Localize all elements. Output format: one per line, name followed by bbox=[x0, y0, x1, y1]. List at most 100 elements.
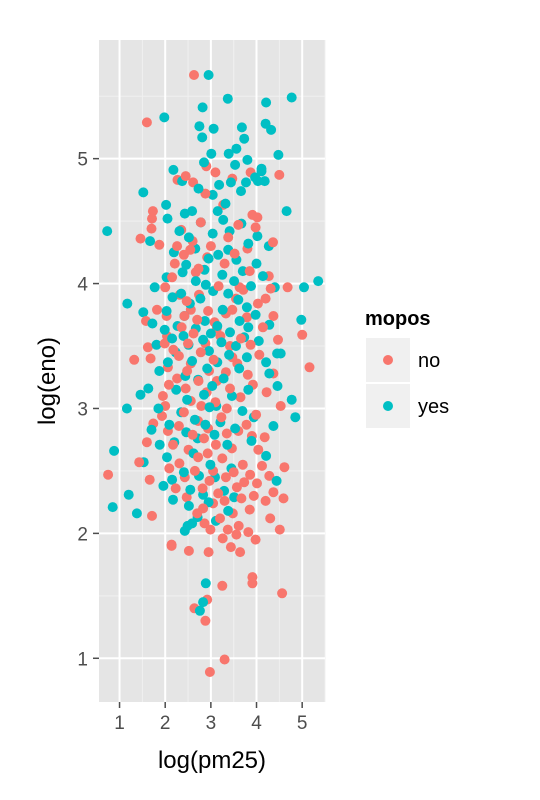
point-yes bbox=[161, 306, 172, 316]
point-yes bbox=[138, 307, 149, 318]
point-yes bbox=[223, 505, 234, 516]
point-yes bbox=[145, 236, 156, 247]
point-no bbox=[147, 510, 157, 521]
point-yes bbox=[261, 450, 272, 461]
point-no bbox=[135, 233, 146, 244]
point-no bbox=[145, 353, 156, 364]
point-yes bbox=[199, 389, 209, 400]
point-no bbox=[233, 520, 244, 531]
point-yes bbox=[122, 298, 133, 309]
point-no bbox=[200, 615, 211, 626]
point-yes bbox=[212, 321, 223, 331]
point-yes bbox=[220, 198, 231, 209]
point-yes bbox=[174, 226, 185, 237]
point-no bbox=[205, 524, 216, 535]
point-no bbox=[103, 469, 114, 480]
point-no bbox=[147, 206, 158, 217]
point-no bbox=[268, 311, 279, 321]
point-no bbox=[282, 282, 293, 293]
point-yes bbox=[181, 259, 192, 270]
point-yes bbox=[176, 288, 187, 299]
point-yes bbox=[261, 357, 272, 368]
point-yes bbox=[162, 452, 172, 463]
legend-items: no yes bbox=[366, 338, 449, 428]
point-yes bbox=[204, 346, 214, 356]
point-no bbox=[147, 213, 157, 224]
point-no bbox=[279, 462, 290, 473]
point-yes bbox=[185, 484, 196, 495]
point-yes bbox=[171, 384, 182, 395]
point-no bbox=[204, 667, 215, 677]
y-axis-title: log(eno) bbox=[34, 337, 61, 425]
point-no bbox=[252, 478, 262, 489]
point-yes bbox=[200, 279, 211, 290]
x-tick-label: 3 bbox=[206, 713, 217, 734]
point-no bbox=[260, 495, 271, 506]
point-yes bbox=[231, 341, 241, 351]
x-tick-label: 1 bbox=[114, 713, 125, 734]
point-yes bbox=[135, 389, 146, 400]
point-no bbox=[225, 542, 236, 553]
point-yes bbox=[237, 406, 248, 416]
point-no bbox=[178, 407, 189, 418]
point-yes bbox=[252, 231, 263, 242]
point-yes bbox=[251, 258, 262, 269]
point-yes bbox=[195, 293, 206, 304]
point-no bbox=[202, 448, 213, 459]
point-yes bbox=[158, 480, 169, 491]
point-no bbox=[181, 296, 192, 307]
point-yes bbox=[281, 206, 292, 217]
point-no bbox=[228, 467, 239, 478]
point-no bbox=[221, 403, 232, 414]
point-yes bbox=[264, 368, 275, 379]
point-no bbox=[198, 503, 209, 514]
point-no bbox=[157, 411, 167, 421]
point-yes bbox=[200, 419, 211, 430]
point-yes bbox=[214, 179, 225, 190]
x-tick-label: 2 bbox=[160, 713, 171, 734]
point-no bbox=[264, 470, 275, 481]
point-yes bbox=[250, 172, 261, 183]
point-yes bbox=[242, 154, 253, 165]
point-no bbox=[152, 304, 162, 315]
point-yes bbox=[204, 402, 215, 413]
point-no bbox=[243, 527, 254, 538]
point-yes bbox=[207, 381, 218, 391]
point-yes bbox=[207, 228, 218, 239]
point-yes bbox=[241, 352, 252, 363]
point-no bbox=[168, 439, 178, 450]
point-no bbox=[146, 223, 157, 234]
legend-symbol-yes bbox=[383, 401, 393, 411]
point-no bbox=[195, 347, 206, 358]
point-no bbox=[142, 342, 153, 353]
point-yes bbox=[178, 467, 189, 478]
point-yes bbox=[151, 339, 162, 350]
point-yes bbox=[241, 177, 251, 188]
point-no bbox=[229, 248, 240, 259]
point-yes bbox=[202, 363, 213, 374]
point-yes bbox=[178, 331, 189, 341]
point-no bbox=[265, 513, 276, 524]
point-no bbox=[134, 457, 145, 468]
legend-title: mopos bbox=[365, 308, 431, 330]
point-yes bbox=[138, 187, 149, 198]
point-yes bbox=[229, 276, 240, 287]
point-no bbox=[254, 349, 265, 360]
point-yes bbox=[246, 435, 257, 446]
point-no bbox=[196, 401, 207, 411]
point-yes bbox=[246, 281, 256, 292]
point-no bbox=[223, 232, 234, 243]
point-yes bbox=[200, 578, 211, 589]
point-no bbox=[219, 258, 230, 269]
point-no bbox=[187, 429, 198, 440]
point-yes bbox=[164, 419, 175, 430]
point-yes bbox=[203, 70, 214, 80]
point-yes bbox=[187, 356, 198, 366]
point-yes bbox=[198, 597, 209, 608]
point-yes bbox=[230, 159, 241, 170]
plot-panel bbox=[99, 40, 326, 702]
point-yes bbox=[268, 421, 279, 431]
y-tick-label: 3 bbox=[77, 399, 88, 420]
point-no bbox=[164, 463, 175, 474]
point-yes bbox=[131, 508, 142, 519]
